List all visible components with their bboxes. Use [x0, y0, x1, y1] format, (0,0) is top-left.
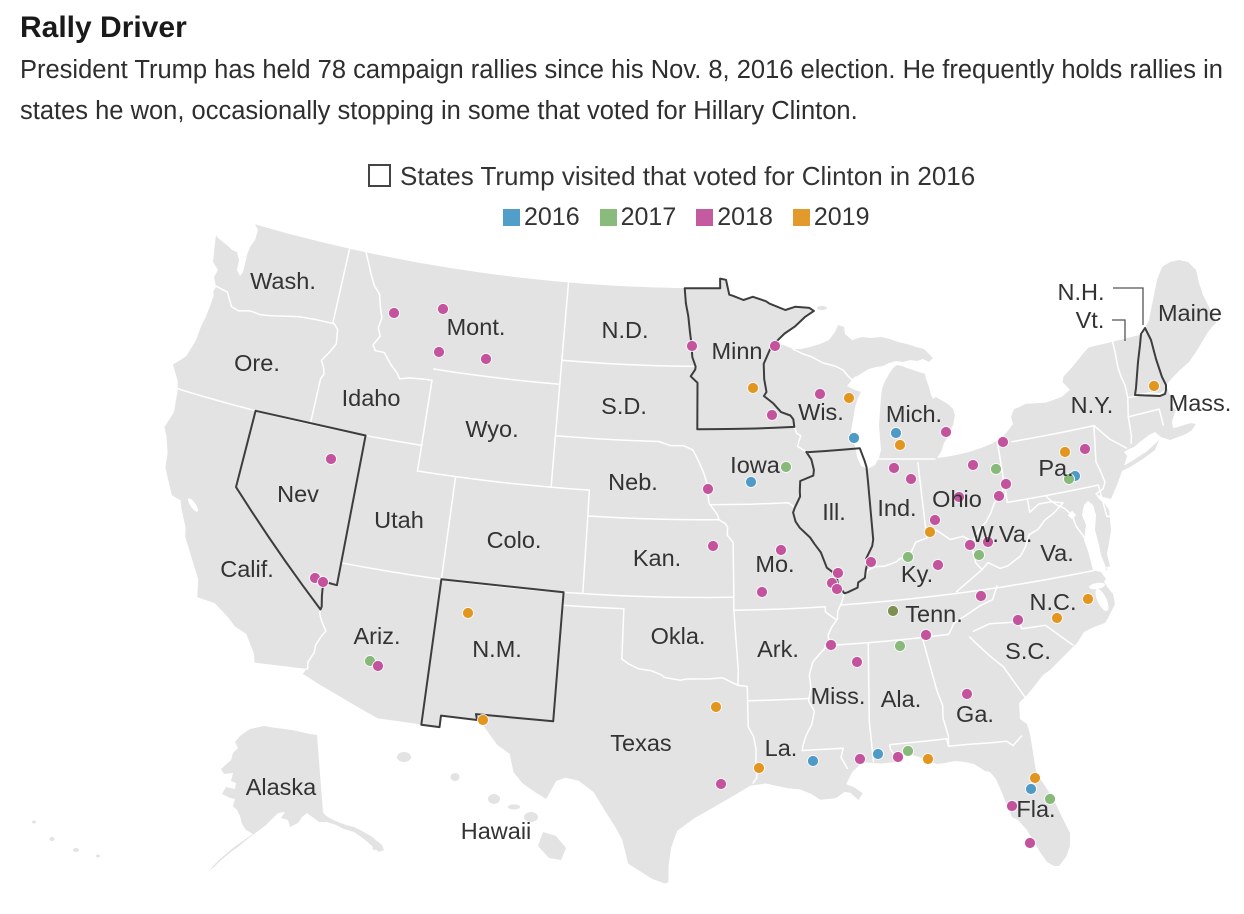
- svg-text:Calif.: Calif.: [220, 556, 274, 582]
- svg-text:Colo.: Colo.: [487, 527, 542, 553]
- svg-text:Ariz.: Ariz.: [354, 623, 401, 649]
- svg-text:Kan.: Kan.: [633, 545, 681, 571]
- svg-text:Mich.: Mich.: [886, 401, 942, 427]
- svg-text:Okla.: Okla.: [651, 623, 706, 649]
- svg-text:Alaska: Alaska: [246, 774, 317, 800]
- svg-text:Ore.: Ore.: [234, 350, 280, 376]
- svg-text:S.C.: S.C.: [1005, 638, 1051, 664]
- svg-text:Mass.: Mass.: [1169, 390, 1232, 416]
- svg-text:N.H.: N.H.: [1058, 279, 1105, 305]
- svg-text:N.Y.: N.Y.: [1071, 392, 1114, 418]
- svg-text:Wyo.: Wyo.: [465, 416, 518, 442]
- svg-text:Texas: Texas: [610, 730, 671, 756]
- svg-text:N.D.: N.D.: [602, 317, 649, 343]
- svg-text:Wis.: Wis.: [798, 399, 844, 425]
- svg-text:La.: La.: [765, 735, 798, 761]
- svg-text:Nev: Nev: [277, 481, 319, 507]
- svg-text:Ga.: Ga.: [956, 701, 994, 727]
- svg-text:Ill.: Ill.: [822, 499, 846, 525]
- svg-text:Mont.: Mont.: [447, 314, 506, 340]
- svg-text:Vt.: Vt.: [1076, 307, 1105, 333]
- svg-text:Ky.: Ky.: [901, 561, 933, 587]
- svg-text:S.D.: S.D.: [601, 393, 647, 419]
- svg-text:Va.: Va.: [1040, 540, 1074, 566]
- svg-text:Ohio: Ohio: [932, 486, 982, 512]
- svg-text:Fla.: Fla.: [1016, 796, 1055, 822]
- svg-text:Wash.: Wash.: [250, 268, 316, 294]
- svg-text:Ind.: Ind.: [877, 495, 916, 521]
- svg-text:Pa.: Pa.: [1038, 455, 1073, 481]
- svg-text:N.C.: N.C.: [1030, 589, 1077, 615]
- svg-text:Neb.: Neb.: [608, 469, 658, 495]
- svg-text:Ala.: Ala.: [881, 686, 922, 712]
- svg-text:W.Va.: W.Va.: [972, 521, 1033, 547]
- svg-text:Iowa: Iowa: [730, 452, 781, 478]
- svg-text:Hawaii: Hawaii: [461, 818, 532, 844]
- svg-text:N.M.: N.M.: [472, 636, 522, 662]
- svg-text:Mo.: Mo.: [755, 551, 794, 577]
- svg-text:Miss.: Miss.: [811, 683, 866, 709]
- svg-text:Minn: Minn: [712, 338, 763, 364]
- svg-text:Utah: Utah: [374, 507, 424, 533]
- svg-text:Idaho: Idaho: [342, 385, 401, 411]
- svg-text:Tenn.: Tenn.: [905, 601, 963, 627]
- svg-text:Ark.: Ark.: [757, 636, 799, 662]
- svg-text:Maine: Maine: [1158, 300, 1222, 326]
